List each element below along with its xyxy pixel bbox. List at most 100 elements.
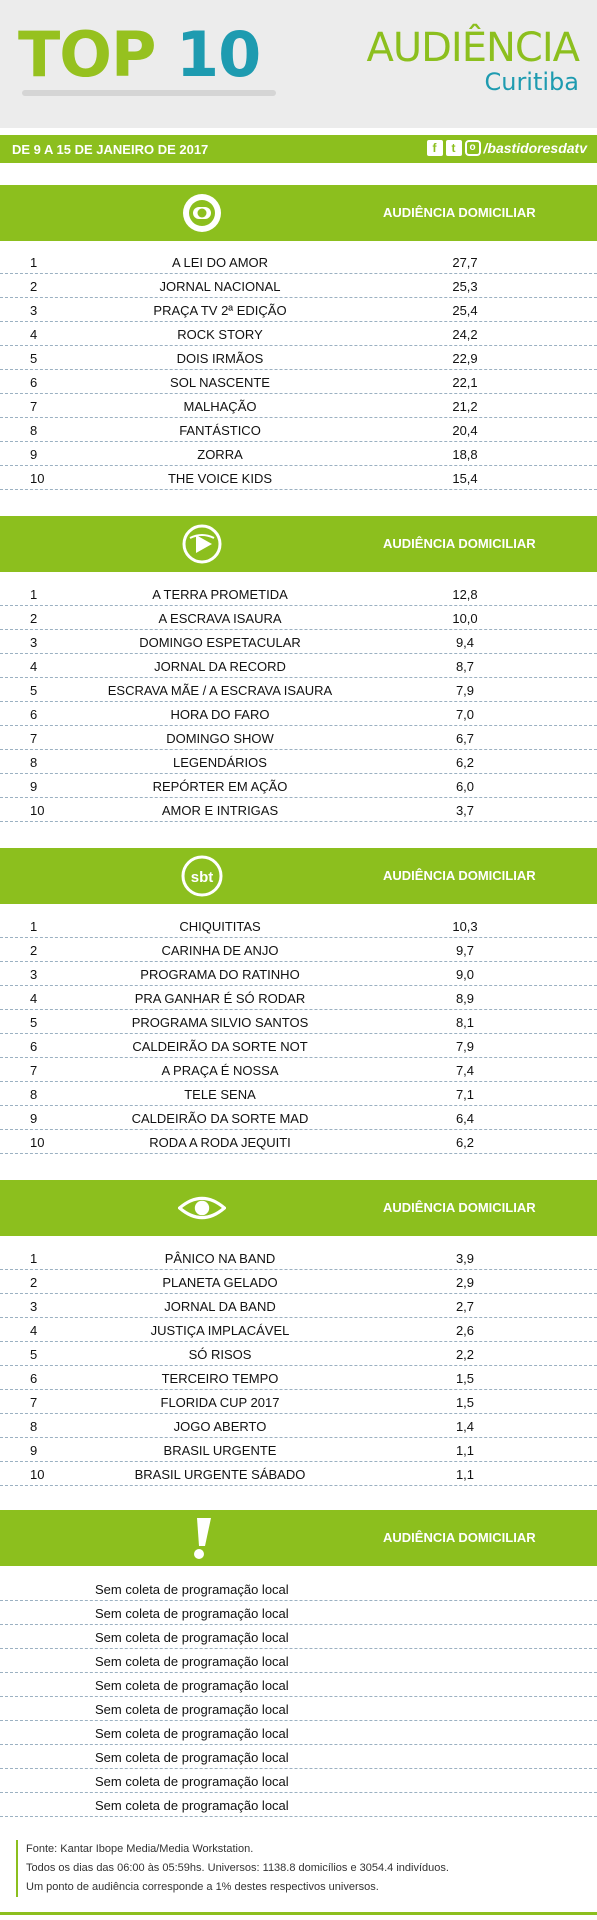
program-name: TELE SENA xyxy=(184,1087,256,1102)
rank: 10 xyxy=(30,1467,45,1482)
rank: 1 xyxy=(30,919,38,934)
rank: 5 xyxy=(30,351,38,366)
no-data-note: Sem coleta de programação local xyxy=(95,1582,289,1597)
table-row: 5 PROGRAMA SILVIO SANTOS 8,1 xyxy=(0,1010,597,1034)
rank: 1 xyxy=(30,1251,38,1266)
rank: 9 xyxy=(30,1111,38,1126)
program-name: JUSTIÇA IMPLACÁVEL xyxy=(150,1323,290,1338)
table-row: 5 SÓ RISOS 2,2 xyxy=(0,1342,597,1366)
no-data-note: Sem coleta de programação local xyxy=(95,1678,289,1693)
audience-value: 6,2 xyxy=(455,755,475,770)
program-name: ROCK STORY xyxy=(177,327,263,342)
rank: 3 xyxy=(30,1299,38,1314)
facebook-icon[interactable]: f xyxy=(426,140,443,156)
audience-value: 2,9 xyxy=(455,1275,475,1290)
list-item: Sem coleta de programação local xyxy=(0,1745,597,1769)
instagram-icon[interactable]: o xyxy=(464,140,481,156)
rank: 9 xyxy=(30,779,38,794)
rank: 5 xyxy=(30,1347,38,1362)
table-row: 1 A LEI DO AMOR 27,7 xyxy=(0,250,597,274)
audience-value: 8,9 xyxy=(455,991,475,1006)
table-row: 8 LEGENDÁRIOS 6,2 xyxy=(0,750,597,774)
table-row: 3 DOMINGO ESPETACULAR 9,4 xyxy=(0,630,597,654)
audience-value: 2,7 xyxy=(455,1299,475,1314)
program-name: REPÓRTER EM AÇÃO xyxy=(152,779,288,794)
table-row: 6 CALDEIRÃO DA SORTE NOT 7,9 xyxy=(0,1034,597,1058)
rank: 5 xyxy=(30,683,38,698)
table-row: 5 DOIS IRMÃOS 22,9 xyxy=(0,346,597,370)
program-name: CARINHA DE ANJO xyxy=(161,943,279,958)
footnote-source: Fonte: Kantar Ibope Media/Media Workstat… xyxy=(26,1843,254,1855)
table-row: 9 CALDEIRÃO DA SORTE MAD 6,4 xyxy=(0,1106,597,1130)
program-name: THE VOICE KIDS xyxy=(167,471,273,486)
rank: 2 xyxy=(30,611,38,626)
section-header-redetv: AUDIÊNCIA DOMICILIAR xyxy=(0,1510,597,1566)
table-row: 8 JOGO ABERTO 1,4 xyxy=(0,1414,597,1438)
rank: 8 xyxy=(30,755,38,770)
table-row: 4 JUSTIÇA IMPLACÁVEL 2,6 xyxy=(0,1318,597,1342)
sbt-logo-text: sbt xyxy=(191,869,214,886)
page-header: TOP 10 AUDIÊNCIA Curitiba xyxy=(0,0,597,128)
audience-title-city: Curitiba xyxy=(484,68,579,96)
list-item: Sem coleta de programação local xyxy=(0,1769,597,1793)
table-row: 2 CARINHA DE ANJO 9,7 xyxy=(0,938,597,962)
rank: 6 xyxy=(30,1371,38,1386)
table-row: 3 PRAÇA TV 2ª EDIÇÃO 25,4 xyxy=(0,298,597,322)
no-data-note: Sem coleta de programação local xyxy=(95,1606,289,1621)
rank: 10 xyxy=(30,803,45,818)
audience-value: 10,3 xyxy=(452,919,478,934)
rank: 4 xyxy=(30,327,38,342)
ranking-list-band: 1 PÂNICO NA BAND 3,9 2 PLANETA GELADO 2,9 3 J… xyxy=(0,1246,597,1486)
table-row: 1 CHIQUITITAS 10,3 xyxy=(0,914,597,938)
rank: 9 xyxy=(30,447,38,462)
rank: 1 xyxy=(30,587,38,602)
rank: 2 xyxy=(30,279,38,294)
audience-value: 24,2 xyxy=(452,327,478,342)
table-row: 2 JORNAL NACIONAL 25,3 xyxy=(0,274,597,298)
list-item: Sem coleta de programação local xyxy=(0,1793,597,1817)
program-name: A TERRA PROMETIDA xyxy=(152,587,288,602)
audience-value: 7,0 xyxy=(455,707,475,722)
rank: 8 xyxy=(30,1419,38,1434)
audience-value: 1,1 xyxy=(455,1467,475,1482)
audience-value: 3,7 xyxy=(455,803,475,818)
list-item: Sem coleta de programação local xyxy=(0,1697,597,1721)
social-handle-text[interactable]: /bastidoresdatv xyxy=(483,140,587,156)
table-row: 1 A TERRA PROMETIDA 12,8 xyxy=(0,582,597,606)
program-name: PRAÇA TV 2ª EDIÇÃO xyxy=(153,303,287,318)
table-row: 1 PÂNICO NA BAND 3,9 xyxy=(0,1246,597,1270)
audience-value: 7,4 xyxy=(455,1063,475,1078)
program-name: PRA GANHAR É SÓ RODAR xyxy=(134,991,306,1006)
ranking-list-record: 1 A TERRA PROMETIDA 12,8 2 A ESCRAVA ISAURA… xyxy=(0,582,597,822)
audience-value: 15,4 xyxy=(452,471,478,486)
program-name: TERCEIRO TEMPO xyxy=(161,1371,279,1386)
program-name: RODA A RODA JEQUITI xyxy=(149,1135,291,1150)
program-name: AMOR E INTRIGAS xyxy=(161,803,279,818)
audience-value: 2,6 xyxy=(455,1323,475,1338)
program-name: MALHAÇÃO xyxy=(183,399,257,414)
program-name: DOMINGO ESPETACULAR xyxy=(139,635,301,650)
twitter-icon[interactable]: t xyxy=(445,140,462,156)
table-row: 10 RODA A RODA JEQUITI 6,2 xyxy=(0,1130,597,1154)
table-row: 7 DOMINGO SHOW 6,7 xyxy=(0,726,597,750)
audience-value: 7,1 xyxy=(455,1087,475,1102)
audience-value: 22,9 xyxy=(452,351,478,366)
program-name: PROGRAMA SILVIO SANTOS xyxy=(131,1015,309,1030)
audience-value: 10,0 xyxy=(452,611,478,626)
rank: 4 xyxy=(30,991,38,1006)
redetv-icon xyxy=(178,1518,226,1559)
table-row: 7 MALHAÇÃO 21,2 xyxy=(0,394,597,418)
program-name: PROGRAMA DO RATINHO xyxy=(140,967,300,982)
table-row: 10 AMOR E INTRIGAS 3,7 xyxy=(0,798,597,822)
rank: 6 xyxy=(30,375,38,390)
program-name: FANTÁSTICO xyxy=(179,423,261,438)
rank: 2 xyxy=(30,943,38,958)
audience-value: 21,2 xyxy=(452,399,478,414)
record-icon xyxy=(178,524,226,564)
program-name: FLORIDA CUP 2017 xyxy=(160,1395,280,1410)
table-row: 3 PROGRAMA DO RATINHO 9,0 xyxy=(0,962,597,986)
table-row: 4 JORNAL DA RECORD 8,7 xyxy=(0,654,597,678)
program-name: ZORRA xyxy=(197,447,243,462)
program-name: JORNAL DA RECORD xyxy=(154,659,286,674)
rank: 4 xyxy=(30,659,38,674)
